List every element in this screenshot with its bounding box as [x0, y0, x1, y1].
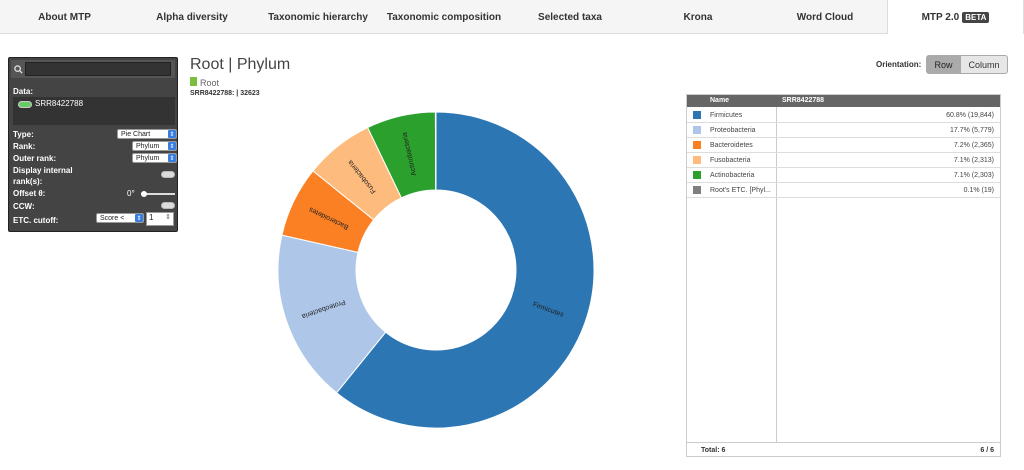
outer-rank-select[interactable]: Phylum ⇕ — [132, 153, 177, 163]
tab-label: Word Cloud — [796, 11, 854, 23]
offset-value: 0° — [127, 189, 135, 198]
select-arrow-icon: ⇕ — [135, 214, 143, 222]
data-table: Name SRR8422788 Firmicutes 60.8% (19,844)… — [686, 94, 1001, 457]
color-swatch — [693, 171, 701, 179]
etc-cutoff-input[interactable]: 1 ⇕ — [146, 212, 174, 226]
tab-about-mtp[interactable]: About MTP — [0, 0, 129, 34]
etc-cutoff-label: ETC. cutoff: — [13, 216, 59, 225]
table-row[interactable]: Proteobacteria 17.7% (5,779) — [687, 123, 1000, 138]
tab-label: Alpha diversity — [156, 11, 228, 23]
dataset-toggle[interactable] — [18, 101, 32, 108]
beta-badge: BETA — [962, 11, 990, 23]
search-input[interactable] — [25, 62, 171, 76]
ccw-toggle[interactable] — [161, 202, 175, 209]
select-arrow-icon: ⇕ — [168, 130, 176, 138]
row-name: Fusobacteria — [710, 157, 751, 164]
stepper-icon: ⇕ — [165, 214, 171, 221]
tab-selected-taxa[interactable]: Selected taxa — [507, 0, 633, 34]
table-row[interactable]: Root's ETC. [Phyl... 0.1% (19) — [687, 183, 1000, 198]
row-value: 17.7% (5,779) — [950, 127, 994, 134]
display-internal-toggle[interactable] — [161, 171, 175, 178]
rank-select-value: Phylum — [136, 142, 160, 150]
select-arrow-icon: ⇕ — [168, 142, 176, 150]
donut-slice[interactable] — [277, 234, 387, 394]
row-name: Actinobacteria — [710, 172, 755, 179]
color-swatch — [693, 156, 701, 164]
data-label: Data: — [13, 87, 34, 96]
dataset-summary: SRR8422788: | 32623 — [190, 90, 260, 97]
offset-slider-handle[interactable] — [141, 191, 147, 197]
row-value: 7.2% (2,365) — [953, 142, 994, 149]
orientation-label: Orientation: — [876, 60, 922, 69]
offset-label: Offset θ: — [13, 189, 46, 198]
donut-slice[interactable] — [335, 111, 595, 429]
table-row[interactable]: Bacteroidetes 7.2% (2,365) — [687, 138, 1000, 153]
search-row — [11, 60, 175, 78]
column-header-name[interactable]: Name — [710, 97, 730, 104]
tab-word-cloud[interactable]: Word Cloud — [763, 0, 887, 34]
table-row[interactable]: Actinobacteria 7.1% (2,303) — [687, 168, 1000, 183]
row-name: Root's ETC. [Phyl... — [710, 187, 771, 194]
color-swatch — [693, 126, 701, 134]
tab-krona[interactable]: Krona — [633, 0, 763, 34]
orientation-row-button[interactable]: Row — [926, 55, 961, 74]
page-title: Root | Phylum — [190, 56, 291, 73]
table-footer: Total: 6 6 / 6 — [687, 442, 1000, 457]
color-swatch — [693, 141, 701, 149]
tab-label: Krona — [683, 11, 713, 23]
outer-rank-label: Outer rank: — [13, 154, 57, 163]
row-value: 7.1% (2,313) — [953, 157, 994, 164]
select-arrow-icon: ⇕ — [168, 154, 176, 162]
column-header-sample[interactable]: SRR8422788 — [782, 97, 825, 104]
outer-rank-select-value: Phylum — [136, 154, 160, 162]
tab-label: Taxonomic composition — [386, 11, 502, 23]
dataset-list: SRR8422788 — [13, 97, 175, 125]
tab-alpha-diversity[interactable]: Alpha diversity — [129, 0, 255, 34]
donut-slice[interactable] — [434, 111, 437, 191]
row-name: Bacteroidetes — [710, 142, 753, 149]
etc-mode-value: Score < — [100, 214, 125, 222]
rank-select[interactable]: Phylum ⇕ — [132, 141, 177, 151]
tab-label: About MTP — [38, 11, 91, 23]
breadcrumb[interactable]: Root — [200, 78, 220, 88]
donut-chart: FirmicutesProteobacteriaBacteroidetesFus… — [277, 111, 595, 429]
row-value: 7.1% (2,303) — [953, 172, 994, 179]
table-page-count: 6 / 6 — [980, 447, 994, 454]
color-swatch — [693, 186, 701, 194]
search-icon — [11, 62, 25, 76]
file-icon — [190, 77, 197, 86]
tab-label: Selected taxa — [538, 11, 602, 23]
row-name: Firmicutes — [710, 112, 743, 119]
tab-label: MTP 2.0 — [921, 11, 960, 23]
etc-mode-select[interactable]: Score < ⇕ — [96, 213, 144, 223]
column-divider — [776, 107, 777, 442]
display-internal-label-2: rank(s): — [13, 177, 43, 186]
orientation-column-button[interactable]: Column — [960, 55, 1008, 74]
dataset-name: SRR8422788 — [35, 99, 84, 108]
top-nav: About MTP Alpha diversity Taxonomic hier… — [0, 0, 1024, 34]
table-header: Name SRR8422788 — [687, 95, 1000, 107]
tab-taxonomic-hierarchy[interactable]: Taxonomic hierarchy — [255, 0, 381, 34]
table-row[interactable]: Fusobacteria 7.1% (2,313) — [687, 153, 1000, 168]
control-panel: Data: SRR8422788 Type: Pie Chart ⇕ Rank: … — [8, 57, 178, 232]
type-label: Type: — [13, 130, 34, 139]
etc-cutoff-value: 1 — [149, 213, 154, 222]
rank-label: Rank: — [13, 142, 36, 151]
table-total: Total: 6 — [701, 447, 726, 454]
row-value: 60.8% (19,844) — [946, 112, 994, 119]
type-select-value: Pie Chart — [121, 130, 151, 138]
tab-mtp-2[interactable]: MTP 2.0 BETA — [887, 0, 1024, 34]
display-internal-label: Display internal — [13, 166, 73, 175]
table-row[interactable]: Firmicutes 60.8% (19,844) — [687, 108, 1000, 123]
row-name: Proteobacteria — [710, 127, 756, 134]
tab-label: Taxonomic hierarchy — [268, 11, 368, 23]
ccw-label: CCW: — [13, 202, 35, 211]
type-select[interactable]: Pie Chart ⇕ — [117, 129, 177, 139]
row-value: 0.1% (19) — [963, 187, 994, 194]
tab-taxonomic-composition[interactable]: Taxonomic composition — [381, 0, 507, 34]
color-swatch — [693, 111, 701, 119]
offset-slider[interactable] — [141, 193, 175, 195]
